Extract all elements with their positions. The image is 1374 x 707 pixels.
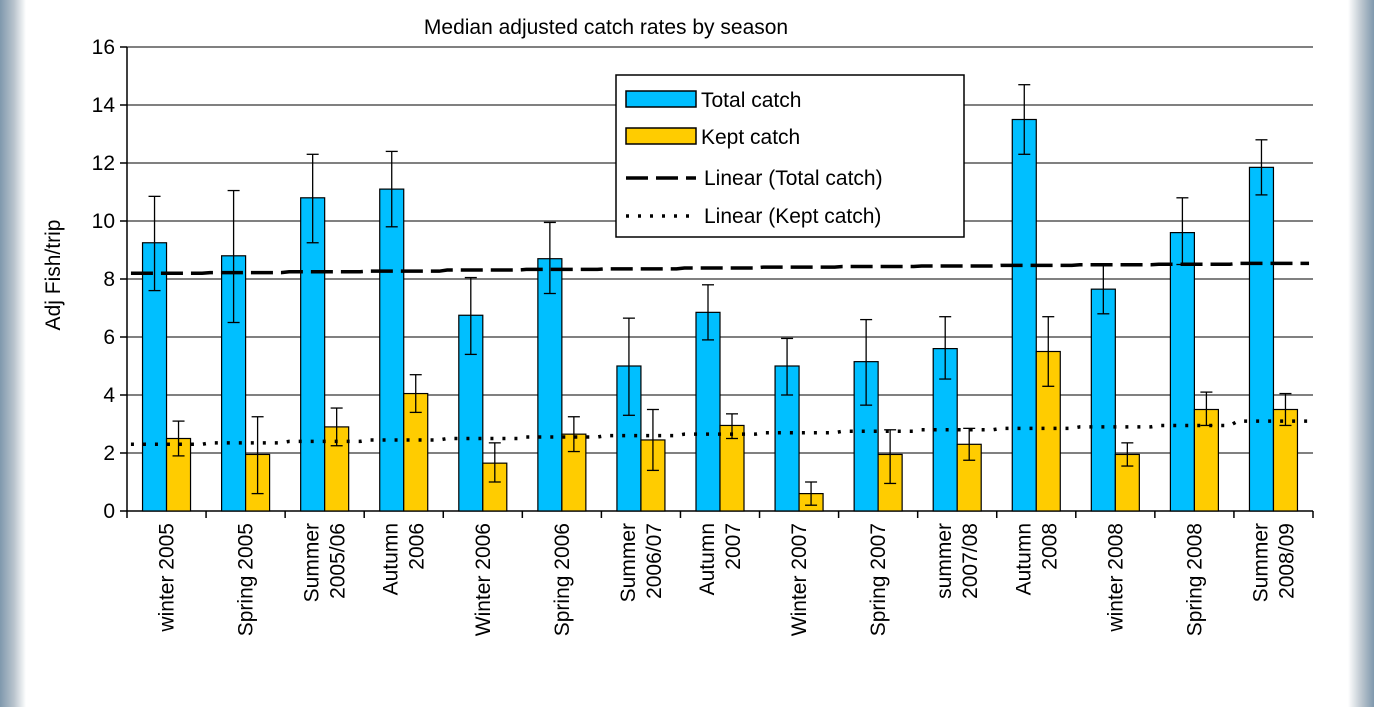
y-tick-label: 12 <box>92 152 115 175</box>
y-tick-label: 8 <box>103 268 115 291</box>
x-category-label: 2007/08 <box>959 523 982 599</box>
x-category-label: 2005/06 <box>327 523 350 599</box>
total-catch-bar <box>221 255 247 512</box>
x-category-label: 2006/07 <box>643 523 666 599</box>
total-catch-bar <box>695 311 721 512</box>
x-category-label: Winter 2007 <box>788 523 811 636</box>
legend-total-catch-swatch <box>625 90 697 108</box>
legend: Total catch Kept catch Linear (Total cat… <box>615 74 965 238</box>
kept-catch-bar <box>719 424 745 512</box>
legend-kept-catch-swatch <box>625 127 697 145</box>
linear-kept-catch-trendline <box>130 419 1310 447</box>
chart-title: Median adjusted catch rates by season <box>424 16 788 39</box>
kept-catch-bar <box>482 462 508 512</box>
y-tick-label: 10 <box>92 210 115 233</box>
y-tick-label: 0 <box>103 500 115 523</box>
x-category-label: Summer <box>301 523 324 602</box>
x-category-label: Spring 2007 <box>867 523 890 636</box>
y-tick-label: 16 <box>92 36 115 59</box>
x-category-label: Summer <box>617 523 640 602</box>
y-tick-label: 2 <box>103 442 115 465</box>
x-category-label: winter 2005 <box>156 523 179 633</box>
kept-catch-bar <box>403 392 429 512</box>
total-catch-bar <box>300 197 326 512</box>
total-catch-bar <box>1011 118 1037 512</box>
y-tick-label: 6 <box>103 326 115 349</box>
total-catch-bar <box>1090 288 1116 512</box>
x-category-label: 2007 <box>722 523 745 570</box>
x-category-label: Autumn <box>380 523 403 595</box>
x-category-label: Winter 2006 <box>472 523 495 636</box>
x-category-label: 2008 <box>1038 523 1061 570</box>
x-category-label: Summer <box>1249 523 1272 602</box>
legend-total-catch: Total catch <box>701 89 801 112</box>
legend-linear-total: Linear (Total catch) <box>704 167 883 190</box>
x-category-label: Spring 2006 <box>551 523 574 636</box>
x-category-label: Autumn <box>1012 523 1035 595</box>
y-tick-label: 4 <box>103 384 115 407</box>
x-category-label: 2008/09 <box>1275 523 1298 599</box>
total-catch-bar <box>1248 166 1275 512</box>
x-category-label: winter 2008 <box>1104 523 1127 633</box>
y-tick-label: 14 <box>92 94 116 117</box>
x-category-label: Spring 2005 <box>235 523 258 636</box>
total-catch-bar <box>1169 232 1196 512</box>
total-catch-bar <box>379 188 405 512</box>
x-category-label: 2006 <box>406 523 429 570</box>
linear-total-catch-trendline <box>130 261 1310 275</box>
total-catch-bar <box>537 258 563 512</box>
x-category-label: Autumn <box>696 523 719 595</box>
y-axis-label: Adj Fish/trip <box>42 220 65 331</box>
x-category-label: summer <box>933 523 956 599</box>
legend-linear-kept: Linear (Kept catch) <box>704 205 881 228</box>
legend-kept-catch: Kept catch <box>701 126 800 149</box>
x-category-label: Spring 2008 <box>1183 523 1206 636</box>
